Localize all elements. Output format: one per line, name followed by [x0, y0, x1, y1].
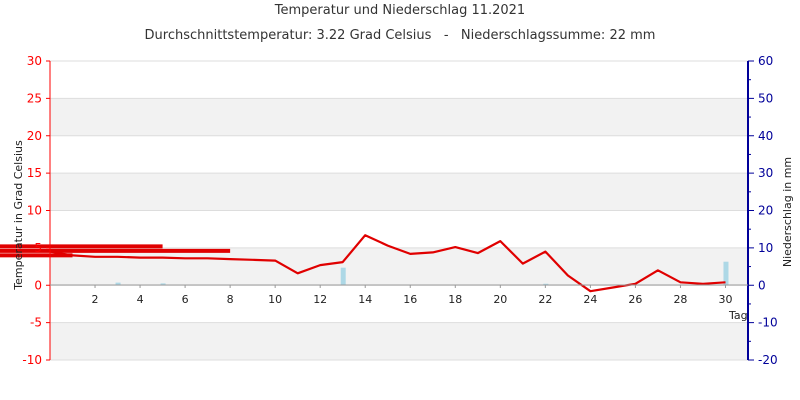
x-tick-label: 28: [673, 293, 687, 306]
grid-band: [50, 247, 748, 286]
y-tick-label-right: 20: [758, 204, 773, 218]
x-tick-label: 22: [538, 293, 552, 306]
grid-lines: [50, 60, 748, 361]
precipitation-bar: [723, 261, 729, 286]
x-tick-label: 6: [182, 293, 189, 306]
y-tick-label-left: 25: [27, 91, 42, 105]
temperature-overlay-bar: [0, 253, 73, 258]
y-tick-label-right: 30: [758, 166, 773, 180]
y-tick-label-right: 50: [758, 91, 773, 105]
x-tick-label: 8: [227, 293, 234, 306]
x-tick-label: 18: [448, 293, 462, 306]
y-tick-label-right: -10: [758, 316, 778, 330]
y-tick-label-right: 40: [758, 129, 773, 143]
axis-labels: Temperatur in Grad Celsius Niederschlag …: [12, 140, 794, 322]
grid-band: [50, 173, 748, 211]
y-tick-label-right: -20: [758, 353, 778, 367]
y-tick-label-left: 20: [27, 129, 42, 143]
chart-subtitle: Durchschnittstemperatur: 3.22 Grad Celsi…: [144, 28, 656, 43]
precipitation-bar: [115, 282, 121, 286]
grid-band: [50, 322, 748, 360]
y-tick-label-right: 0: [758, 278, 766, 292]
x-axis-label: Tag: [728, 309, 748, 322]
chart-title: Temperatur und Niederschlag 11.2021: [274, 3, 526, 18]
x-tick-label: 2: [92, 293, 99, 306]
precipitation-bar: [160, 283, 166, 286]
x-tick-label: 26: [628, 293, 642, 306]
precipitation-bar: [340, 267, 346, 286]
x-tick-label: 14: [358, 293, 372, 306]
y-tick-label-right: 60: [758, 54, 773, 68]
x-tick-label: 12: [313, 293, 327, 306]
y-tick-label-left: 0: [34, 278, 42, 292]
temperature-overlay-bar: [0, 248, 231, 253]
x-tick-label: 24: [583, 293, 597, 306]
y-tick-label-left: 5: [34, 241, 42, 255]
grid-band: [50, 98, 748, 136]
y-axis-label-right: Niederschlag in mm: [781, 157, 794, 267]
x-tick-label: 20: [493, 293, 507, 306]
y-tick-label-left: 10: [27, 204, 42, 218]
temperature-line-group: [49, 234, 726, 293]
x-tick-label: 10: [268, 293, 282, 306]
y-tick-label-left: 15: [27, 166, 42, 180]
temperature-overlay-bar: [0, 244, 163, 249]
x-tick-label: 30: [718, 293, 732, 306]
y-tick-label-left: -10: [22, 353, 42, 367]
temperature-line: [49, 234, 726, 293]
y-tick-label-left: -5: [30, 316, 42, 330]
y-tick-label-right: 10: [758, 241, 773, 255]
x-tick-label: 4: [137, 293, 144, 306]
y-tick-label-left: 30: [27, 54, 42, 68]
background-bands: [50, 98, 748, 360]
y-axis-label-left: Temperatur in Grad Celsius: [12, 140, 25, 291]
temperature-overlay-bars: [0, 244, 231, 258]
x-tick-label: 16: [403, 293, 417, 306]
